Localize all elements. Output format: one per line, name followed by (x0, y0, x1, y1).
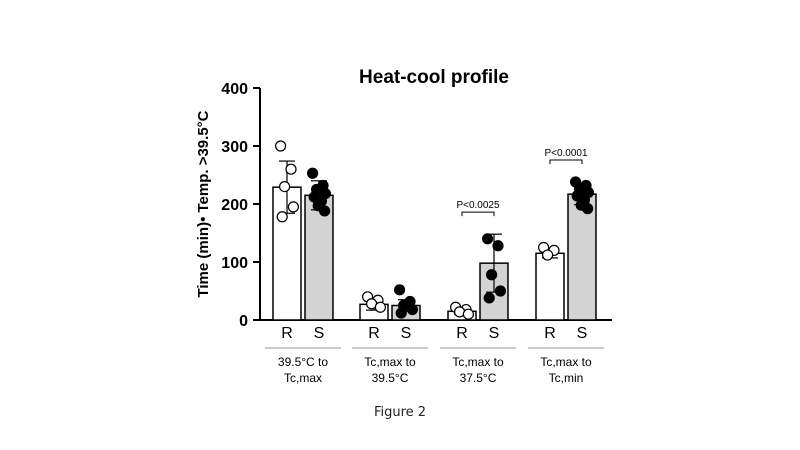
data-point-R (276, 211, 288, 223)
bar-label-R: R (368, 325, 380, 342)
bar-label-R: R (456, 325, 468, 342)
data-point-R (541, 249, 554, 261)
data-point-S (307, 167, 319, 179)
bar-S (567, 193, 597, 321)
data-point-S (482, 233, 494, 245)
y-tick-label: 100 (221, 255, 248, 272)
data-point-S (483, 292, 495, 304)
bar-label-R: R (544, 325, 556, 342)
bar-R (535, 252, 565, 321)
data-point-S (319, 205, 331, 217)
bar-label-S: S (489, 325, 500, 342)
y-tick-label: 400 (221, 81, 248, 98)
bar-label-S: S (577, 325, 588, 342)
p-value-annotation: P<0.0025 (456, 200, 500, 211)
data-point-S (492, 240, 504, 252)
bar-label-S: S (314, 325, 325, 342)
data-point-R (275, 140, 287, 152)
data-point-S (581, 203, 594, 215)
group-label: Tc,max to (364, 355, 416, 369)
chart-title: Heat-cool profile (359, 67, 509, 88)
y-tick-label: 0 (239, 313, 248, 330)
significance-bracket (549, 159, 583, 164)
data-point-S (395, 307, 407, 319)
data-point-S (486, 269, 498, 281)
data-point-R (285, 163, 297, 175)
group-label: Tc,max to (452, 355, 504, 369)
significance-bracket (461, 211, 495, 217)
data-point-S (494, 285, 506, 297)
figure-caption: Figure 2 (373, 405, 427, 420)
y-tick-label: 200 (221, 197, 248, 214)
bar-label-S: S (401, 325, 412, 342)
y-axis-label: Time (min)• Temp. >39.5°C (195, 110, 212, 297)
group-label: 37.5°C (460, 371, 497, 385)
data-point-R (374, 301, 386, 313)
data-point-R (462, 308, 474, 320)
group-label: Tc,max to (540, 355, 592, 369)
group-label: 39.5°C to (278, 355, 328, 369)
group-label: Tc,min (549, 371, 584, 385)
bar-label-R: R (281, 325, 293, 342)
plot-area: 0 100 200 300 400 R S 39.5°C to Tc,max R S Tc,max t… (221, 81, 612, 385)
group-label: 39.5°C (372, 371, 409, 385)
data-point-R (287, 201, 299, 213)
data-point-S (406, 303, 418, 316)
data-point-R (279, 181, 291, 193)
y-tick-label: 300 (221, 139, 248, 156)
p-value-annotation: P<0.0001 (544, 148, 588, 159)
data-point-S (394, 284, 406, 296)
group-label: Tc,max (284, 371, 322, 385)
